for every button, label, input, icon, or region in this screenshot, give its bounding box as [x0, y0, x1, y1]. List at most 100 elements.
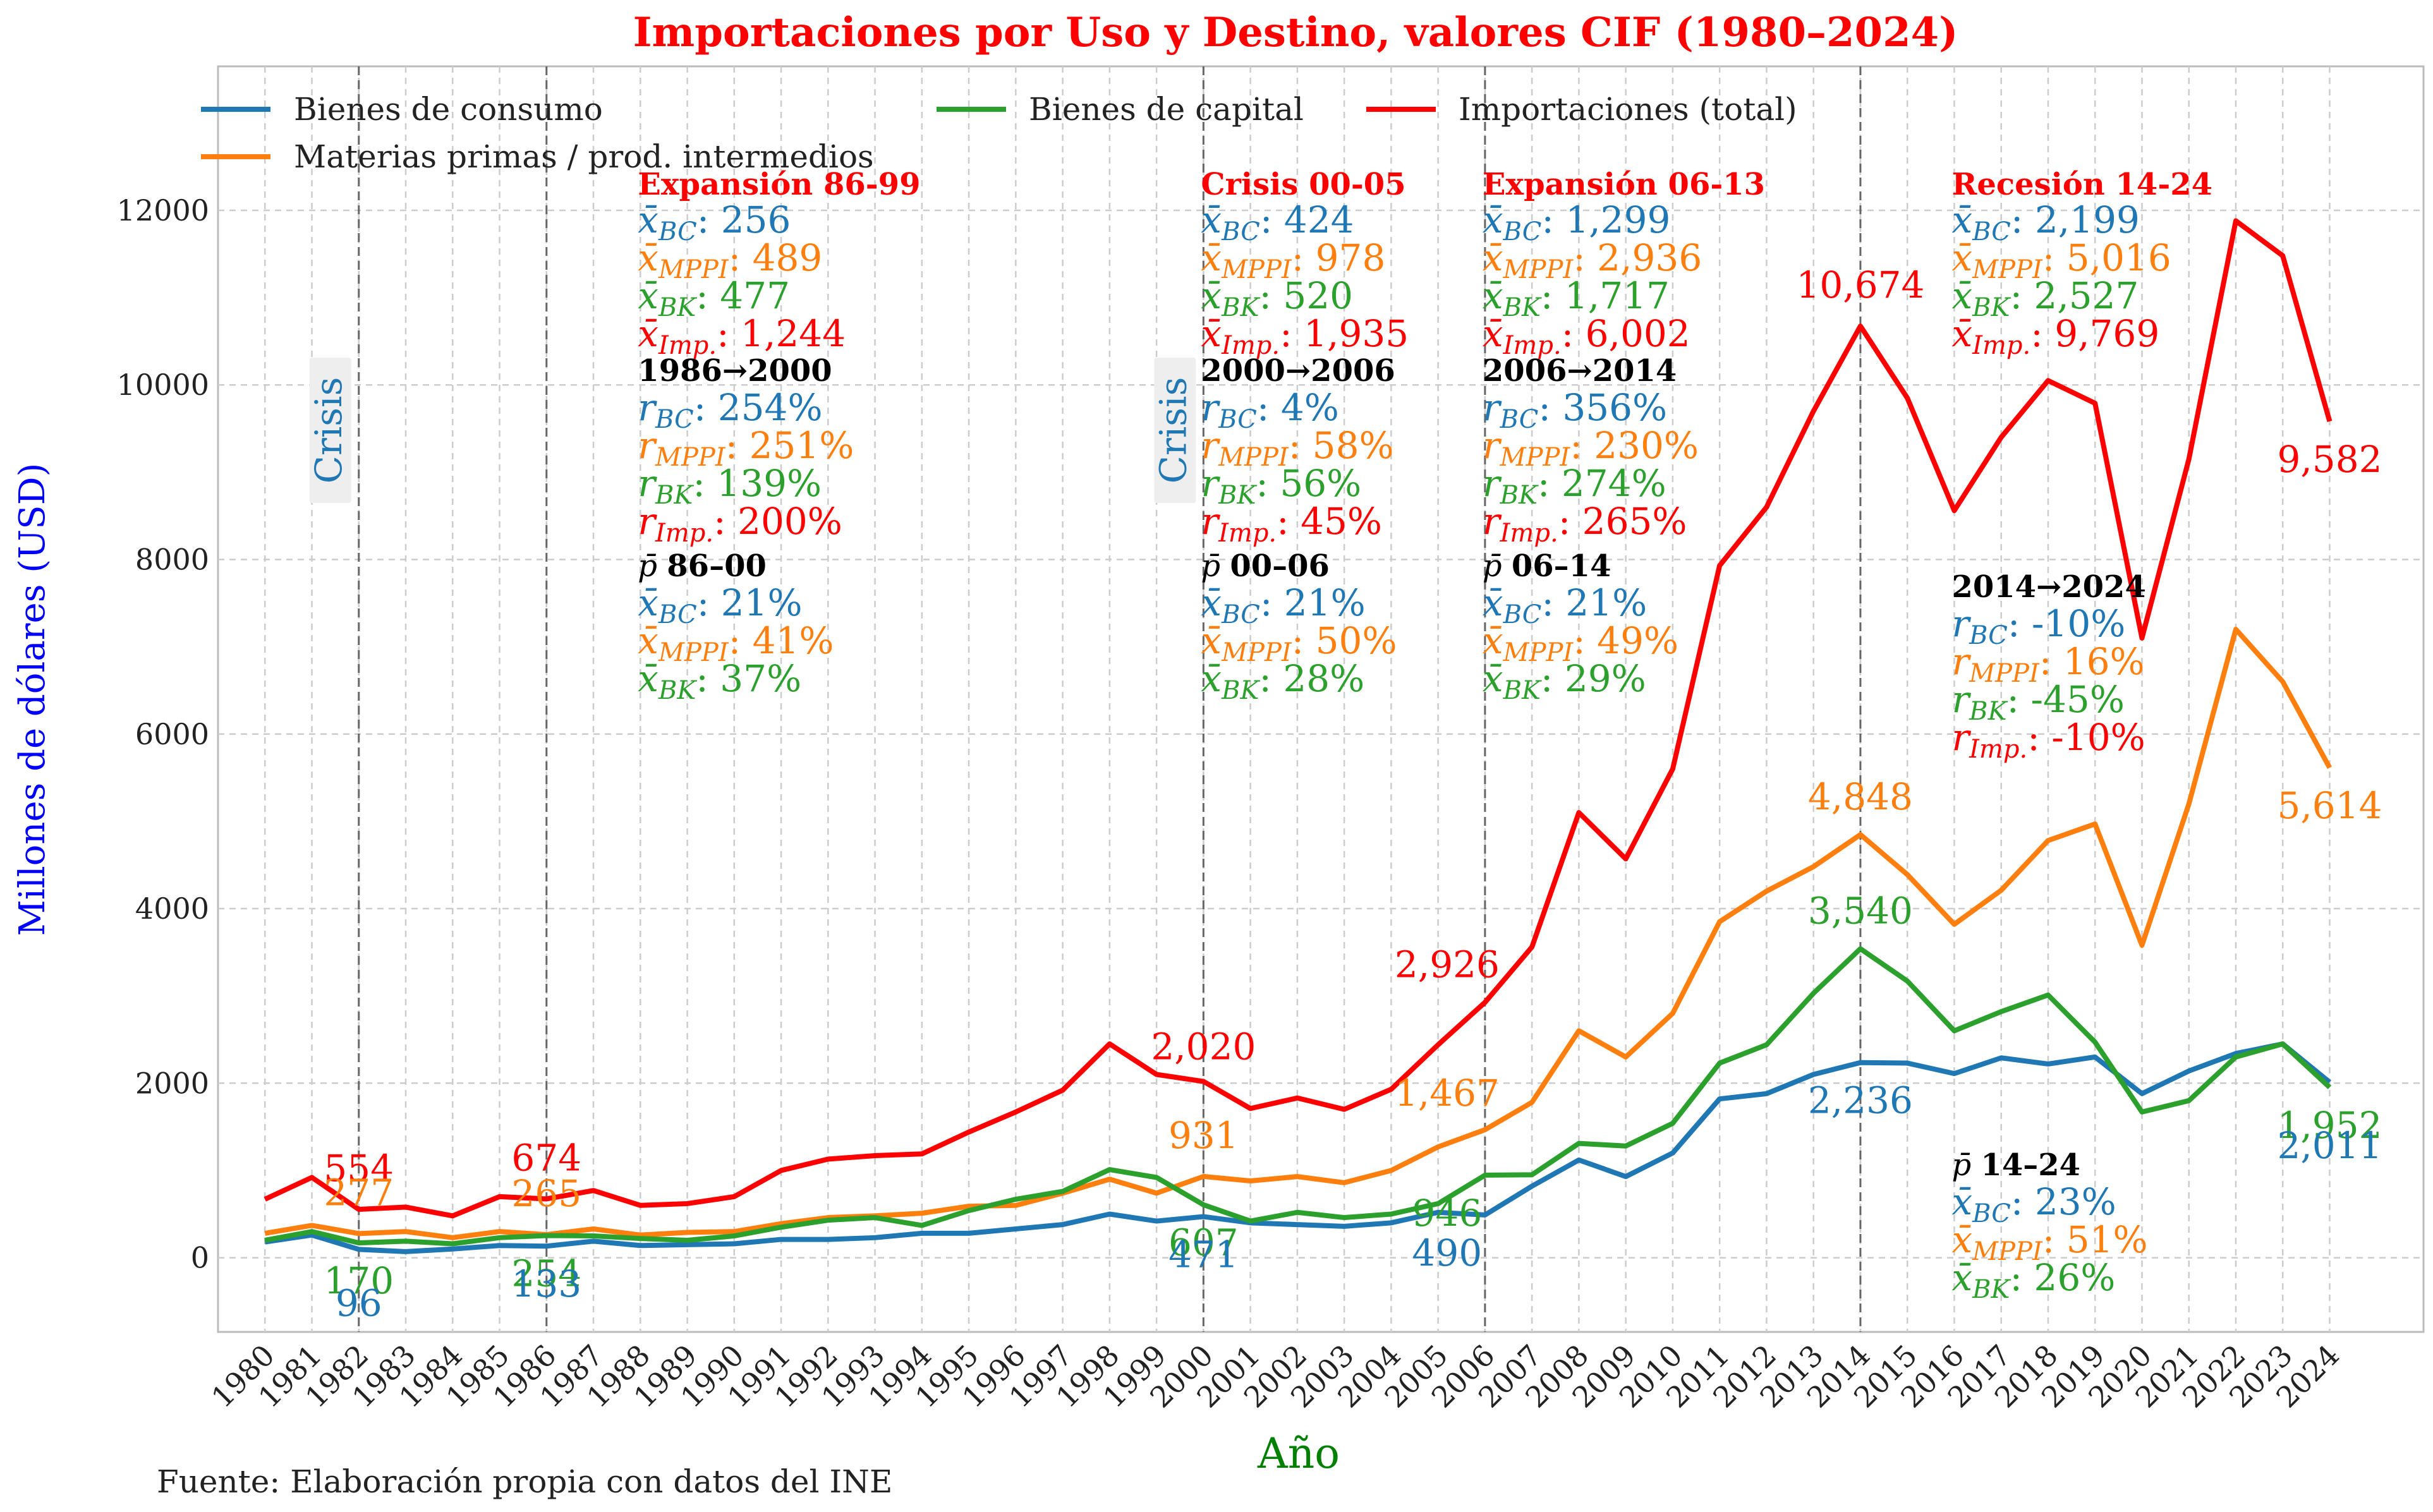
- period-mean: x̄Imp.: 9,769: [1951, 312, 2159, 360]
- y-tick-label: 0: [191, 1241, 209, 1275]
- period-mean: x̄MPPI: 978: [1201, 236, 1385, 284]
- period-mean: x̄BC: 2,199: [1951, 198, 2140, 246]
- period-mean: x̄BC: 1,299: [1483, 198, 1671, 246]
- chart-title: Importaciones por Uso y Destino, valores…: [633, 9, 1958, 56]
- point-label: 1,467: [1395, 1072, 1500, 1115]
- period-share: x̄BC: 21%: [1201, 581, 1365, 629]
- period-block-title: Crisis 00-05: [1201, 167, 1405, 202]
- point-label: 133: [511, 1262, 581, 1305]
- point-label: 5,614: [2277, 784, 2382, 827]
- period-share: x̄BK: 29%: [1483, 657, 1646, 705]
- legend: Bienes de consumo Bienes de capital Impo…: [201, 91, 1797, 175]
- crisis-label-text: Crisis: [1151, 377, 1194, 484]
- period-growth: rMPPI: 251%: [638, 424, 854, 472]
- point-label: 2,020: [1151, 1025, 1256, 1068]
- growth-title: 2014→2024: [1951, 569, 2145, 605]
- period-growth: rMPPI: 230%: [1483, 424, 1699, 472]
- period-mean: x̄BC: 256: [638, 198, 791, 246]
- period-share: x̄BK: 26%: [1951, 1256, 2115, 1304]
- point-label: 2,926: [1395, 943, 1500, 986]
- period-share: x̄MPPI: 49%: [1483, 619, 1678, 667]
- y-tick-label: 4000: [135, 892, 209, 926]
- point-label: 277: [324, 1171, 394, 1214]
- y-tick-label: 6000: [135, 717, 209, 751]
- share-title: p̄ 14–24: [1951, 1147, 2080, 1183]
- series-line-total: [264, 218, 2333, 1219]
- crisis-label: Crisis: [307, 358, 351, 504]
- y-tick-label: 12000: [117, 193, 209, 227]
- point-label: 9,582: [2277, 438, 2382, 481]
- period-growth: rBK: 56%: [1201, 462, 1361, 510]
- point-label: 10,674: [1796, 263, 1924, 306]
- point-label: 2,236: [1808, 1079, 1913, 1122]
- share-title: p̄ 00–06: [1201, 548, 1330, 584]
- growth-title: 1986→2000: [638, 353, 832, 389]
- share-title: p̄ 86–00: [638, 548, 767, 584]
- growth-title: 2000→2006: [1201, 353, 1395, 389]
- point-label: 490: [1412, 1231, 1483, 1274]
- crisis-label-text: Crisis: [307, 377, 350, 484]
- point-label: 554: [324, 1147, 394, 1190]
- period-share: x̄MPPI: 41%: [638, 619, 834, 667]
- legend-label-consumo: Bienes de consumo: [294, 91, 603, 128]
- period-growth: rBC: 4%: [1201, 386, 1338, 434]
- period-mean: x̄BK: 1,717: [1483, 274, 1670, 322]
- period-growth: rBC: 254%: [638, 386, 822, 434]
- y-tick-label: 8000: [135, 542, 209, 576]
- period-block-title: Expansión 86-99: [638, 167, 920, 202]
- period-mean: x̄MPPI: 5,016: [1951, 236, 2171, 284]
- point-label: 4,848: [1808, 775, 1913, 818]
- period-share: x̄BK: 28%: [1201, 657, 1364, 705]
- point-label: 674: [511, 1136, 581, 1179]
- legend-label-total: Importaciones (total): [1459, 91, 1797, 128]
- crisis-labels: Crisis Crisis: [307, 358, 1196, 504]
- period-mean: x̄Imp.: 6,002: [1483, 312, 1690, 360]
- x-axis-label: Año: [1257, 1429, 1340, 1478]
- period-share: x̄BK: 37%: [638, 657, 801, 705]
- period-share: x̄MPPI: 51%: [1951, 1218, 2147, 1266]
- point-label: 265: [511, 1172, 581, 1215]
- series-lines: [264, 218, 2333, 1254]
- period-mean: x̄Imp.: 1,244: [638, 312, 846, 360]
- source-note: Fuente: Elaboración propia con datos del…: [157, 1463, 892, 1500]
- point-label: 170: [324, 1259, 394, 1302]
- series-line-consumo: [264, 1041, 2332, 1254]
- period-growth: rImp.: 265%: [1483, 500, 1687, 548]
- series-line-materias: [264, 626, 2333, 1240]
- point-label: 2,011: [2277, 1124, 2382, 1167]
- period-growth: rBK: -45%: [1951, 678, 2125, 726]
- period-growth: rBK: 274%: [1483, 462, 1666, 510]
- period-mean: x̄Imp.: 1,935: [1201, 312, 1409, 360]
- point-label: 96: [336, 1281, 382, 1324]
- period-growth: rBC: 356%: [1483, 386, 1667, 434]
- period-growth: rBC: -10%: [1951, 602, 2125, 650]
- period-growth: rImp.: -10%: [1951, 716, 2145, 764]
- period-mean: x̄MPPI: 489: [638, 236, 822, 284]
- period-growth: rMPPI: 16%: [1951, 640, 2144, 688]
- period-block-title: Recesión 14-24: [1951, 167, 2212, 202]
- point-label: 931: [1168, 1114, 1239, 1157]
- y-tick-label: 10000: [117, 368, 209, 402]
- plot-frame: [217, 65, 2425, 1333]
- point-label: 607: [1168, 1221, 1239, 1264]
- point-label: 471: [1168, 1233, 1239, 1276]
- period-share: x̄BC: 21%: [638, 581, 802, 629]
- plot-area: 0 2000 4000 6000 8000 10000 12000 198019811982…: [117, 65, 2425, 1415]
- period-growth: rImp.: 200%: [638, 500, 842, 548]
- point-label: 254: [511, 1252, 581, 1295]
- period-share: x̄BC: 23%: [1951, 1180, 2116, 1228]
- point-label: 1,952: [2277, 1104, 2382, 1147]
- period-block-title: Expansión 06-13: [1483, 167, 1765, 202]
- crisis-label-bg: [1154, 358, 1196, 504]
- legend-label-materias: Materias primas / prod. intermedios: [294, 138, 874, 175]
- period-mean: x̄BK: 477: [638, 274, 790, 322]
- y-axis-ticks: 0 2000 4000 6000 8000 10000 12000: [117, 193, 209, 1275]
- period-mean: x̄BC: 424: [1201, 198, 1354, 246]
- period-growth: rBK: 139%: [638, 462, 822, 510]
